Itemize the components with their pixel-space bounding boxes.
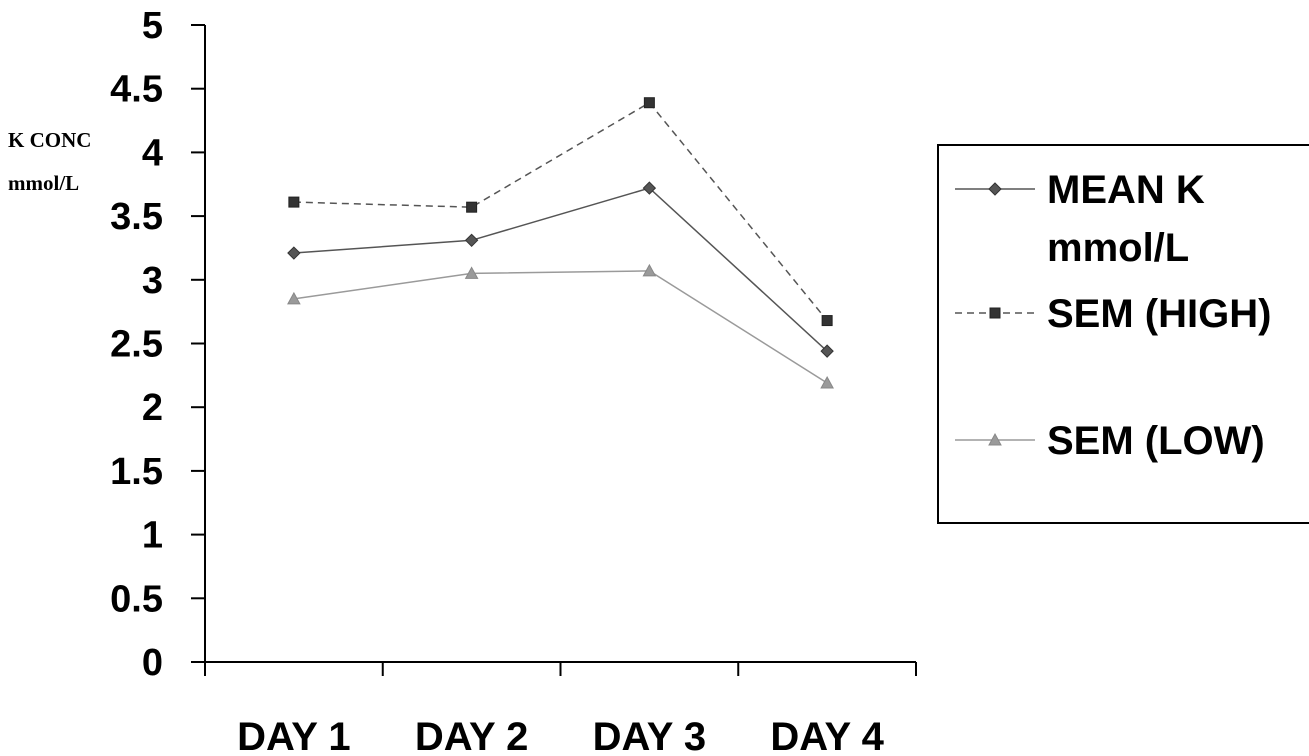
data-point xyxy=(464,266,479,279)
y-tick-label: 1 xyxy=(142,515,163,557)
series-3 xyxy=(287,263,834,389)
y-tick-label: 4.5 xyxy=(110,69,163,111)
legend-box xyxy=(937,144,1309,524)
legend-item-2: SEM (HIGH) xyxy=(955,292,1271,336)
legend-item-3: SEM (LOW) xyxy=(955,419,1265,463)
data-point xyxy=(287,291,301,305)
y-tick-label: 3 xyxy=(142,260,163,302)
data-point xyxy=(821,315,833,327)
series-2 xyxy=(288,97,833,327)
data-point xyxy=(820,375,834,389)
data-point xyxy=(642,263,657,277)
x-tick-label: DAY 4 xyxy=(770,715,884,756)
x-tick-label: DAY 1 xyxy=(237,715,350,756)
y-axis-title-line-2: mmol/L xyxy=(8,171,79,195)
data-point xyxy=(287,246,301,260)
data-point xyxy=(643,97,655,109)
legend-label: SEM (LOW) xyxy=(1047,419,1265,463)
data-point xyxy=(642,181,657,195)
y-tick-label: 1.5 xyxy=(110,451,163,493)
data-point xyxy=(820,344,834,358)
legend-item-1: MEAN K mmol/L xyxy=(955,168,1205,270)
legend-marker xyxy=(989,307,1001,319)
series-line xyxy=(293,101,828,322)
series-1 xyxy=(287,181,834,358)
y-ticks: 0 0.5 1 1.5 2 2.5 3 3.5 4 4.5 5 xyxy=(110,5,205,684)
y-tick-label: 3.5 xyxy=(110,196,163,238)
y-tick-label: 2.5 xyxy=(110,324,163,366)
y-tick-label: 4 xyxy=(142,132,163,174)
legend-label: SEM (HIGH) xyxy=(1047,292,1271,336)
x-tick-label: DAY 2 xyxy=(415,715,528,756)
x-ticks: DAY 1 DAY 2 DAY 3 DAY 4 xyxy=(204,662,917,756)
y-axis-title-line-1: K CONC xyxy=(8,128,91,152)
data-point xyxy=(288,196,300,208)
legend-marker xyxy=(988,182,1002,196)
y-tick-label: 2 xyxy=(142,387,163,429)
legend-marker xyxy=(988,432,1002,446)
y-tick-label: 0 xyxy=(142,642,163,684)
legend-label: MEAN K xyxy=(1047,168,1205,212)
legend-label: mmol/L xyxy=(1047,226,1189,270)
data-point xyxy=(466,201,478,213)
legend-items: MEAN K mmol/L SEM (HIGH) SEM (LOW) xyxy=(955,168,1271,463)
axes xyxy=(204,25,916,663)
series-layer xyxy=(287,97,834,389)
y-tick-label: 5 xyxy=(142,5,163,47)
series-line xyxy=(293,270,828,384)
x-tick-label: DAY 3 xyxy=(593,715,706,756)
data-point xyxy=(464,233,479,248)
series-line xyxy=(293,187,828,352)
legend: MEAN K mmol/L SEM (HIGH) SEM (LOW) xyxy=(937,144,1309,524)
y-tick-label: 0.5 xyxy=(110,578,163,620)
